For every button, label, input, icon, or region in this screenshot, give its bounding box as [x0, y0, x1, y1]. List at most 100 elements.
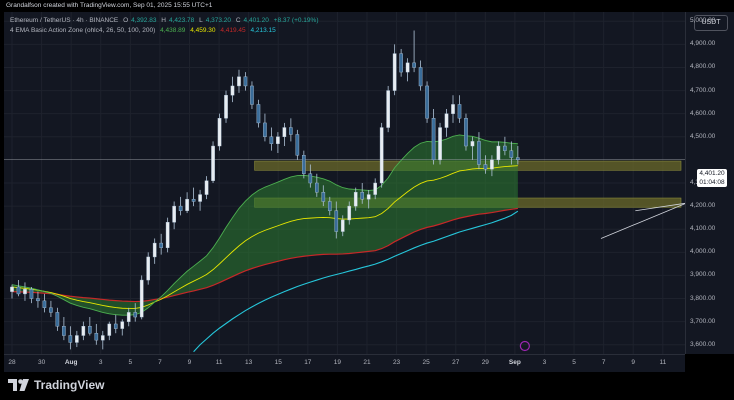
ema-100-line	[11, 207, 518, 303]
candle-body	[126, 312, 131, 322]
price-tick-label: 4,500.00	[690, 132, 716, 140]
time-axis[interactable]	[4, 354, 685, 372]
symbol-legend: Ethereum / TetherUS · 4h · BINANCE O 4,39…	[10, 17, 321, 24]
candle-body	[282, 127, 287, 137]
credit-text: Grandalfson created with TradingView.com…	[6, 2, 213, 9]
time-tick-label: 13	[245, 359, 253, 366]
candle-body	[198, 194, 202, 202]
candle-body	[36, 298, 40, 302]
currency-selector[interactable]: USDT	[694, 15, 728, 31]
candle-body	[191, 198, 196, 202]
candle-body	[464, 118, 468, 147]
time-tick-label: 3	[542, 359, 547, 366]
time-tick-label: 29	[481, 359, 489, 366]
candle-body	[107, 323, 112, 336]
close-value: 4,401.20	[243, 17, 269, 24]
candle-body	[477, 141, 481, 165]
candle-body	[399, 53, 403, 73]
candle-body	[10, 286, 14, 292]
candle-body	[217, 118, 222, 147]
ema-50-line	[11, 165, 518, 309]
last-price-value: 4,401.20	[699, 170, 725, 177]
candle-body	[42, 300, 47, 308]
candle-body	[269, 136, 274, 144]
candle-body	[230, 85, 235, 96]
candle-body	[113, 323, 118, 329]
brand-name: TradingView	[34, 378, 105, 392]
candle-body	[503, 145, 507, 151]
price-tick-label: 3,700.00	[690, 317, 716, 325]
candle-body	[159, 242, 163, 248]
candle-body	[178, 205, 183, 211]
candle-body	[509, 150, 514, 158]
candle-body	[418, 67, 423, 87]
candle-body	[496, 145, 501, 161]
candle-body	[366, 194, 371, 200]
candle-body	[263, 122, 267, 137]
high-label: H	[161, 17, 166, 24]
price-chart[interactable]	[4, 12, 734, 354]
candle-body	[88, 326, 92, 334]
tradingview-logo-icon	[8, 379, 29, 391]
candle-body	[250, 85, 254, 105]
time-tick-label: 7	[601, 359, 606, 366]
candle-body	[152, 242, 157, 258]
indicator-legend: 4 EMA Basic Action Zone (ohlc4, 26, 50, …	[10, 27, 279, 34]
candle-body	[431, 118, 436, 161]
candle-body	[289, 127, 293, 135]
candle-body	[295, 134, 300, 156]
candle-body	[425, 85, 429, 119]
time-tick-label: 28	[8, 359, 16, 366]
candle-body	[276, 136, 280, 144]
open-label: O	[123, 17, 129, 24]
price-tick-label: 4,900.00	[690, 40, 716, 48]
candle-body	[347, 205, 352, 221]
candle-body	[146, 256, 150, 281]
time-tick-label: 5	[128, 359, 133, 366]
candle-body	[81, 326, 86, 336]
candle-body	[211, 145, 215, 181]
candle-body	[62, 326, 66, 336]
candle-body	[308, 173, 313, 184]
time-tick-label: 9	[187, 359, 192, 366]
price-tick-label: 4,700.00	[690, 86, 716, 94]
candle-body	[94, 333, 99, 341]
candle-body	[470, 141, 475, 147]
time-tick-label: 11	[659, 359, 667, 366]
candle-body	[334, 210, 339, 232]
price-tick-label: 5,000.00	[690, 17, 716, 25]
price-tick-label: 4,000.00	[690, 248, 716, 256]
symbol-name: Ethereum / TetherUS · 4h · BINANCE	[10, 17, 119, 24]
countdown-timer: 01:04:08	[699, 179, 725, 186]
candle-body	[379, 127, 384, 184]
change-value: +8.37 (+0.19%)	[273, 17, 319, 24]
candle-body	[75, 335, 79, 343]
price-tick-label: 3,800.00	[690, 294, 716, 302]
last-price-label: 4,401.20 01:04:08	[697, 169, 727, 187]
candle-body	[373, 182, 377, 195]
tradingview-logo[interactable]: TradingView	[8, 378, 104, 392]
time-tick-label: 7	[158, 359, 162, 366]
price-tick-label: 3,900.00	[690, 271, 716, 279]
plot-area[interactable]	[4, 12, 734, 354]
candle-body	[55, 312, 60, 327]
candle-body	[256, 104, 261, 124]
candle-body	[321, 192, 326, 202]
price-tick-label: 4,100.00	[690, 225, 716, 233]
price-tick-label: 4,800.00	[690, 63, 716, 71]
candle-body	[68, 335, 73, 343]
trend-line-1	[600, 183, 734, 239]
candle-body	[405, 62, 410, 73]
candle-body	[412, 62, 416, 68]
time-tick-label: 19	[333, 359, 342, 366]
time-tick-label: 27	[452, 359, 460, 366]
high-value: 4,423.78	[168, 17, 195, 24]
open-value: 4,392.83	[131, 17, 157, 24]
action-zone-fill	[12, 134, 518, 316]
candle-body	[490, 159, 494, 170]
time-tick-label: 9	[631, 359, 636, 366]
candle-body	[29, 289, 34, 299]
indicator-value-4: 4,213.15	[250, 27, 276, 34]
time-tick-label: 23	[392, 359, 401, 366]
candle-body	[483, 164, 488, 170]
